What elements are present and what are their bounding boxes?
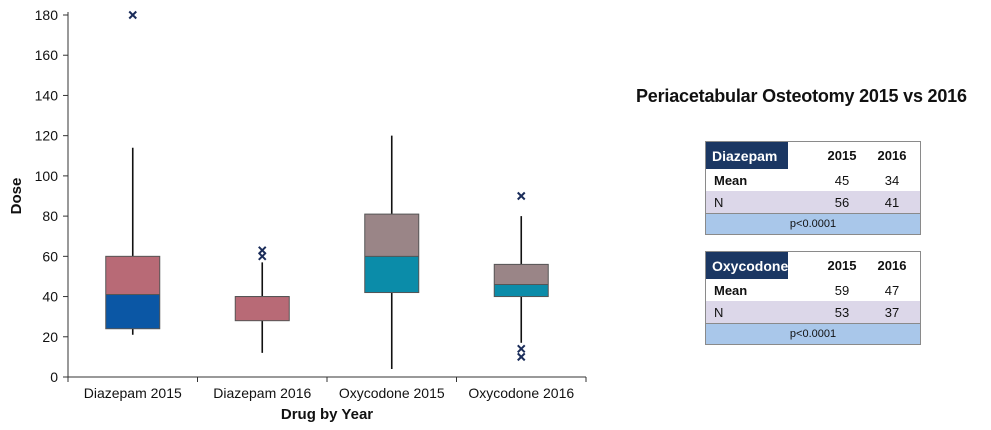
box-lower-segment: [105, 294, 160, 329]
box-upper-segment: [105, 256, 160, 295]
value-2015: 45: [834, 172, 850, 188]
p-value: p<0.0001: [706, 323, 920, 344]
y-tick-label: 60: [42, 248, 58, 264]
table-drug-name: Oxycodone: [706, 252, 788, 279]
table-row-mean: Mean 59 47: [706, 279, 920, 301]
value-2016: 47: [884, 282, 900, 298]
y-tick-label: 160: [35, 47, 59, 63]
outlier-point: [128, 10, 137, 20]
box-lower-segment: [364, 256, 419, 293]
box-outline: [364, 213, 420, 294]
box-outline: [493, 263, 549, 298]
y-tick-label: 180: [35, 7, 59, 23]
outlier-point: [517, 344, 526, 354]
value-2016: 34: [884, 172, 900, 188]
chart-title: Periacetabular Osteotomy 2015 vs 2016: [636, 86, 967, 106]
table-drug-name: Diazepam: [706, 142, 788, 169]
diazepam-stats-table: Diazepam 2015 2016 Mean 45 34 N 56 41 p<…: [705, 141, 921, 235]
y-axis-label: Dose: [8, 178, 25, 215]
row-label: N: [714, 194, 724, 210]
box-lower-segment: [494, 284, 549, 297]
col-2015-header: 2015: [827, 148, 857, 163]
table-header: Oxycodone 2015 2016: [706, 252, 920, 279]
x-axis-label: Drug by Year: [281, 406, 373, 423]
table-row-mean: Mean 45 34: [706, 169, 920, 191]
y-tick-label: 120: [35, 128, 59, 144]
row-label: N: [714, 304, 724, 320]
y-tick-label: 140: [35, 87, 59, 103]
y-tick-label: 100: [35, 168, 59, 184]
box-upper-segment: [364, 214, 419, 257]
value-2015: 59: [834, 282, 850, 298]
oxycodone-stats-table: Oxycodone 2015 2016 Mean 59 47 N 53 37 p…: [705, 251, 921, 345]
outlier-point: [517, 352, 526, 362]
col-2015-header: 2015: [827, 258, 857, 273]
value-2016: 37: [884, 304, 900, 320]
box-outline: [105, 255, 161, 330]
row-label: Mean: [714, 172, 748, 188]
y-tick-label: 40: [42, 289, 58, 305]
x-tick-label: Oxycodone 2015: [339, 385, 445, 401]
box-upper-segment: [494, 264, 549, 285]
y-tick-label: 80: [42, 208, 58, 224]
y-tick-label: 0: [50, 369, 58, 385]
col-2016-header: 2016: [877, 148, 907, 163]
y-tick-label: 20: [42, 329, 58, 345]
value-2016: 41: [884, 194, 900, 210]
table-header: Diazepam 2015 2016: [706, 142, 920, 169]
col-2016-header: 2016: [877, 258, 907, 273]
outlier-point: [517, 191, 526, 201]
value-2015: 56: [834, 194, 850, 210]
value-2015: 53: [834, 304, 850, 320]
x-tick-label: Oxycodone 2016: [468, 385, 574, 401]
row-label: Mean: [714, 282, 748, 298]
p-value: p<0.0001: [706, 213, 920, 234]
outlier-point: [258, 246, 267, 255]
box-lower-segment: [235, 296, 290, 321]
x-tick-label: Diazepam 2016: [213, 385, 311, 401]
x-tick-label: Diazepam 2015: [84, 385, 182, 401]
table-row-n: N 53 37: [706, 301, 920, 323]
table-row-n: N 56 41: [706, 191, 920, 213]
